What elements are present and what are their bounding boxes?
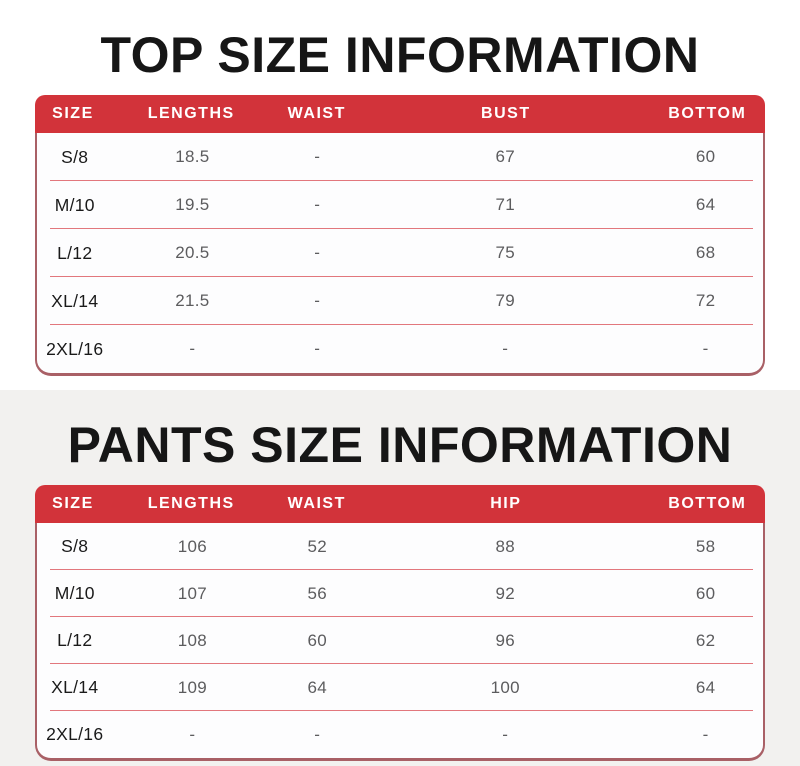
row-size-label: XL/14 [51, 677, 99, 697]
cell-value: 75 [495, 243, 515, 262]
cell-value: 62 [695, 630, 716, 650]
table-row: L/12 108 60 96 62 [37, 617, 763, 664]
cell-value: 60 [695, 583, 716, 603]
cell-value: - [189, 339, 196, 358]
cell-value: 71 [495, 195, 515, 214]
row-size-label: 2XL/16 [46, 338, 104, 359]
pants-size-title: PANTS SIZE INFORMATION [67, 417, 733, 473]
pants-table-body: S/8 106 52 88 58 M/10 107 56 92 60 L/12 … [35, 523, 765, 761]
table-row: M/10 19.5 - 71 64 [37, 181, 763, 229]
cell-value: - [702, 339, 709, 358]
column-header-bottom: BOTTOM [668, 105, 747, 122]
pants-size-section: PANTS SIZE INFORMATION SIZE LENGTHS WAIS… [0, 390, 800, 766]
cell-value: 68 [695, 243, 716, 262]
cell-value: 108 [177, 630, 207, 650]
row-size-label: 2XL/16 [46, 724, 104, 744]
table-row: L/12 20.5 - 75 68 [37, 229, 763, 277]
row-size-label: M/10 [54, 194, 95, 215]
cell-value: 96 [495, 630, 515, 650]
cell-value: 88 [495, 536, 515, 556]
row-size-label: S/8 [61, 146, 89, 167]
cell-value: 52 [307, 536, 327, 556]
cell-value: - [702, 724, 709, 744]
table-row: M/10 107 56 92 60 [37, 570, 763, 617]
row-size-label: XL/14 [51, 290, 99, 311]
cell-value: 18.5 [175, 147, 210, 166]
cell-value: 56 [307, 583, 327, 603]
cell-value: 64 [307, 677, 327, 697]
cell-value: - [314, 291, 321, 310]
cell-value: - [314, 147, 321, 166]
column-header-waist: WAIST [287, 105, 346, 122]
cell-value: 60 [695, 147, 716, 166]
cell-value: 67 [495, 147, 515, 166]
cell-value: 20.5 [175, 243, 210, 262]
table-row: 2XL/16 - - - - [37, 711, 763, 758]
cell-value: 21.5 [175, 291, 210, 310]
cell-value: 79 [495, 291, 515, 310]
cell-value: - [189, 724, 196, 744]
column-header-size: SIZE [52, 105, 94, 122]
cell-value: 107 [177, 583, 207, 603]
column-header-size: SIZE [52, 495, 94, 512]
cell-value: 58 [695, 536, 716, 556]
cell-value: 106 [177, 536, 207, 556]
column-header-lengths: LENGTHS [147, 105, 235, 122]
pants-table-header-row: SIZE LENGTHS WAIST HIP BOTTOM [35, 485, 765, 523]
cell-value: 64 [695, 677, 716, 697]
row-size-label: L/12 [57, 630, 93, 650]
cell-value: - [314, 195, 321, 214]
table-row: XL/14 109 64 100 64 [37, 664, 763, 711]
top-size-title: TOP SIZE INFORMATION [100, 27, 700, 83]
top-size-table: SIZE LENGTHS WAIST BUST BOTTOM S/8 18.5 … [35, 95, 765, 376]
column-header-bottom: BOTTOM [668, 495, 747, 512]
column-header-lengths: LENGTHS [147, 495, 235, 512]
cell-value: 72 [695, 291, 716, 310]
table-row: S/8 106 52 88 58 [37, 523, 763, 570]
cell-value: - [314, 339, 321, 358]
cell-value: 19.5 [175, 195, 210, 214]
table-row: 2XL/16 - - - - [37, 325, 763, 373]
cell-value: - [502, 724, 509, 744]
cell-value: - [314, 243, 321, 262]
table-row: XL/14 21.5 - 79 72 [37, 277, 763, 325]
pants-size-table: SIZE LENGTHS WAIST HIP BOTTOM S/8 106 52… [35, 485, 765, 761]
column-header-hip: HIP [490, 495, 522, 512]
cell-value: 60 [307, 630, 327, 650]
cell-value: - [314, 724, 321, 744]
cell-value: 64 [695, 195, 716, 214]
row-size-label: L/12 [57, 242, 93, 263]
column-header-bust: BUST [481, 105, 531, 122]
row-size-label: S/8 [61, 536, 89, 556]
cell-value: - [502, 339, 509, 358]
table-row: S/8 18.5 - 67 60 [37, 133, 763, 181]
row-size-label: M/10 [54, 583, 95, 603]
top-size-section: TOP SIZE INFORMATION SIZE LENGTHS WAIST … [35, 27, 765, 376]
cell-value: 100 [490, 677, 520, 697]
top-table-body: S/8 18.5 - 67 60 M/10 19.5 - 71 64 L/12 … [35, 133, 765, 376]
column-header-waist: WAIST [287, 495, 346, 512]
cell-value: 92 [495, 583, 515, 603]
top-table-header-row: SIZE LENGTHS WAIST BUST BOTTOM [35, 95, 765, 133]
cell-value: 109 [177, 677, 207, 697]
